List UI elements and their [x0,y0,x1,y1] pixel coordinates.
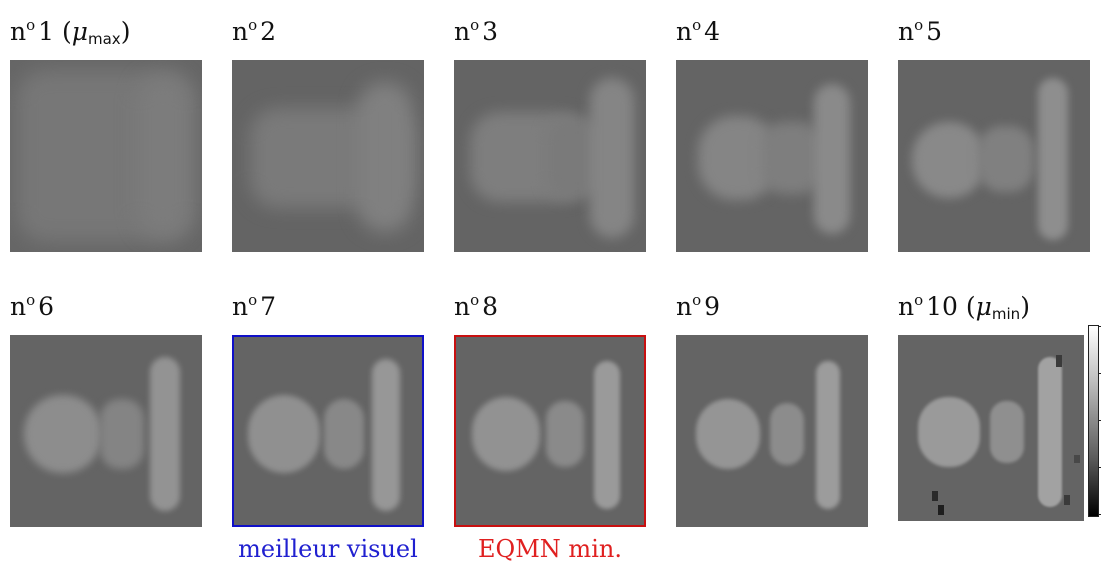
panel-label: no 4 [676,16,721,46]
reconstruction-image [10,60,202,252]
panel-label: no 7 [232,291,277,321]
panel-label: no 2 [232,16,277,46]
panel-label: no 5 [898,16,943,46]
reconstruction-image [898,60,1090,252]
reconstruction-image [10,335,202,527]
reconstruction-image-min-error [454,335,646,527]
panel-label: no 8 [454,291,499,321]
panel-label: no 6 [10,291,55,321]
reconstruction-image [454,60,646,252]
colorbar [1088,325,1101,517]
reconstruction-image [676,60,868,252]
panel-label: no 1 (μmax) [10,16,131,48]
reconstruction-image [676,335,868,527]
min-error-caption: EQMN min. [478,535,622,563]
panel-label: no 3 [454,16,499,46]
reconstruction-image [898,335,1084,521]
reconstruction-image [232,60,424,252]
best-visual-caption: meilleur visuel [238,535,418,563]
panel-label: no 10 (μmin) [898,291,1030,323]
reconstruction-image-best-visual [232,335,424,527]
panel-label: no 9 [676,291,721,321]
